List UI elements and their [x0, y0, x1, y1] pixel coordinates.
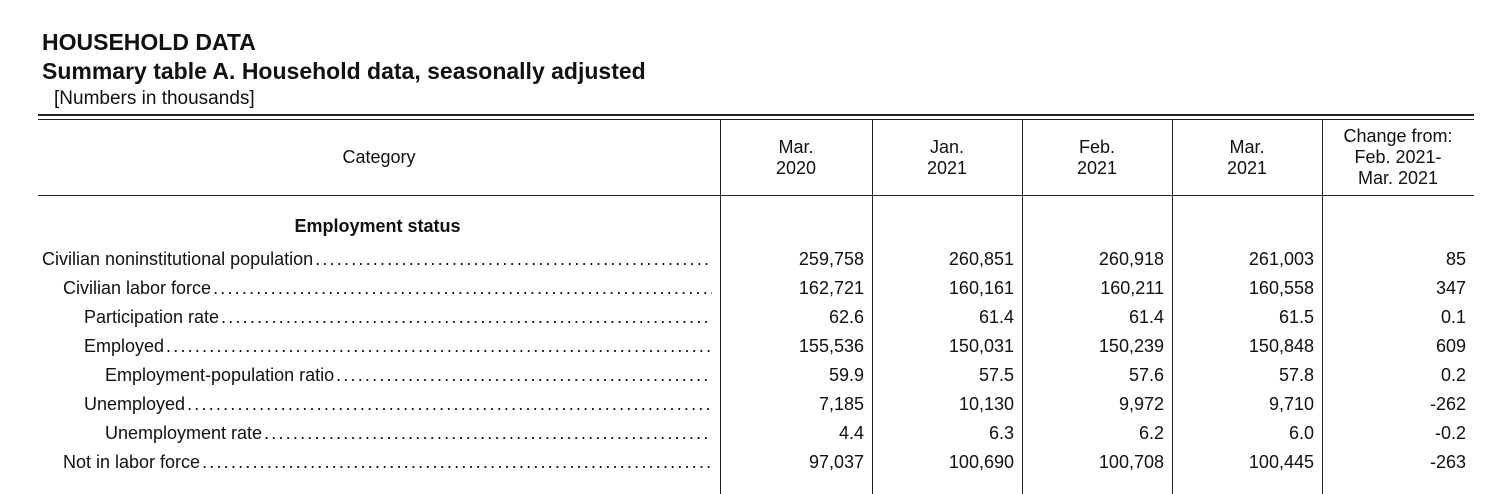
label-text: Unemployment rate — [105, 423, 263, 443]
cell-value: 160,558 — [1248, 278, 1314, 298]
header-line: Mar. 2021 — [1357, 168, 1439, 188]
dot-leader: ........................................… — [315, 249, 712, 269]
cell-value: 61.4 — [978, 307, 1014, 327]
label-text: Not in labor force — [63, 452, 201, 472]
top-rule — [38, 114, 1474, 116]
label-text: Civilian noninstitutional population — [42, 249, 314, 269]
label-text: Employment-population ratio — [105, 365, 335, 385]
dot-leader: ........................................… — [166, 336, 712, 356]
column-header: Mar. 2020 — [720, 120, 872, 195]
column-rule — [1172, 120, 1173, 494]
cell-value: 9,710 — [1268, 394, 1314, 414]
cell-value: 97,037 — [808, 452, 864, 472]
cell-value: 61.5 — [1278, 307, 1314, 327]
cell-value: 260,918 — [1098, 249, 1164, 269]
cell-value: 57.8 — [1278, 365, 1314, 385]
label-text: Participation rate — [84, 307, 220, 327]
cell-value: -262 — [1429, 394, 1466, 414]
column-rule — [720, 120, 721, 494]
cell-value: 150,239 — [1098, 336, 1164, 356]
cell-value: -0.2 — [1434, 423, 1466, 443]
header-line: Feb. 2021- — [1354, 147, 1442, 167]
cell-value: 57.6 — [1128, 365, 1164, 385]
header-line: 2021 — [1226, 157, 1268, 178]
label-text: Employed — [84, 336, 165, 356]
cell-value: 6.0 — [1288, 423, 1314, 443]
row-label: Civilian labor force....................… — [63, 274, 720, 303]
column-rule — [1322, 120, 1323, 494]
cell-value: 160,161 — [948, 278, 1014, 298]
cell-value: 100,445 — [1248, 452, 1314, 472]
cell-value: 260,851 — [948, 249, 1014, 269]
header-line: Feb. — [1078, 136, 1116, 157]
cell-value: 85 — [1445, 249, 1466, 269]
cell-value: 100,690 — [948, 452, 1014, 472]
header-line: Mar. — [778, 136, 814, 157]
cell-value: 150,848 — [1248, 336, 1314, 356]
cell-value: 62.6 — [828, 307, 864, 327]
header-line: 2021 — [1076, 157, 1118, 178]
cell-value: 160,211 — [1100, 278, 1164, 298]
cell-value: 150,031 — [948, 336, 1014, 356]
header-line: 2020 — [775, 157, 817, 178]
cell-value: 9,972 — [1118, 394, 1164, 414]
dot-leader: ........................................… — [202, 452, 712, 472]
cell-value: 155,536 — [798, 336, 864, 356]
dot-leader: ........................................… — [221, 307, 712, 327]
column-rule — [1022, 120, 1023, 494]
cell-value: 57.5 — [978, 365, 1014, 385]
column-header: Jan. 2021 — [872, 120, 1022, 195]
cell-value: 162,721 — [798, 278, 864, 298]
cell-value: 100,708 — [1098, 452, 1164, 472]
cell-value: -263 — [1429, 452, 1466, 472]
cell-value: 10,130 — [958, 394, 1014, 414]
cell-value: 259,758 — [798, 249, 864, 269]
subtitle: Summary table A. Household data, seasona… — [42, 58, 646, 84]
row-label: Not in labor force......................… — [63, 448, 720, 477]
row-label: Civilian noninstitutional population....… — [42, 245, 720, 274]
section-heading: Employment status — [294, 216, 461, 236]
dot-leader: ........................................… — [187, 394, 712, 414]
column-rule — [872, 120, 873, 494]
header-line: Mar. — [1229, 136, 1265, 157]
row-label: Participation rate......................… — [84, 303, 720, 332]
header-line: Category — [342, 147, 416, 167]
cell-value: 609 — [1435, 336, 1466, 356]
cell-value: 61.4 — [1128, 307, 1164, 327]
top-rule — [38, 119, 1474, 120]
row-label: Employed................................… — [84, 332, 720, 361]
cell-value: 0.2 — [1440, 365, 1466, 385]
cell-value: 6.2 — [1138, 423, 1164, 443]
dot-leader: ........................................… — [264, 423, 712, 443]
cell-value: 261,003 — [1248, 249, 1314, 269]
row-label: Employment-population ratio.............… — [105, 361, 720, 390]
column-header: Change from: Feb. 2021- Mar. 2021 — [1322, 120, 1474, 195]
dot-leader: ........................................… — [336, 365, 712, 385]
header-line: 2021 — [926, 157, 968, 178]
cell-value: 347 — [1435, 278, 1466, 298]
column-header: Mar. 2021 — [1172, 120, 1322, 195]
label-text: Civilian labor force — [63, 278, 212, 298]
column-header: Category — [38, 120, 720, 195]
cell-value: 0.1 — [1440, 307, 1466, 327]
label-text: Unemployed — [84, 394, 186, 414]
row-label: Unemployment rate.......................… — [105, 419, 720, 448]
column-header: Feb. 2021 — [1022, 120, 1172, 195]
cell-value: 59.9 — [828, 365, 864, 385]
title: HOUSEHOLD DATA — [42, 29, 256, 55]
dot-leader: ........................................… — [213, 278, 712, 298]
row-label: Unemployed..............................… — [84, 390, 720, 419]
cell-value: 6.3 — [988, 423, 1014, 443]
note: [Numbers in thousands] — [54, 88, 255, 109]
cell-value: 4.4 — [838, 423, 864, 443]
cell-value: 7,185 — [818, 394, 864, 414]
header-rule — [38, 195, 1474, 196]
header-line: Jan. — [929, 136, 965, 157]
header-line: Change from: — [1343, 126, 1453, 146]
